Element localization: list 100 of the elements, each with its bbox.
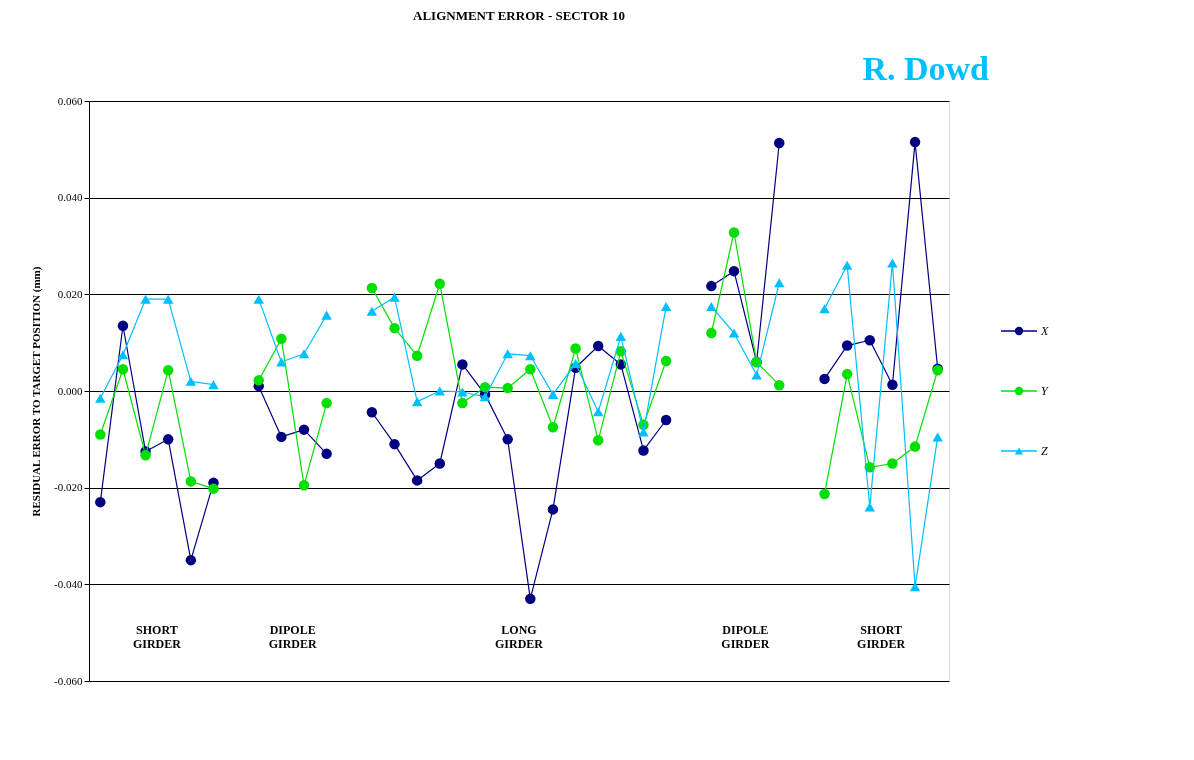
point [864,335,876,346]
point [117,350,129,360]
point [140,450,151,461]
point [208,380,219,390]
legend-label: Y [1041,384,1049,398]
point [162,434,174,445]
point [457,397,468,409]
point [366,282,378,294]
point [819,304,830,314]
point [411,397,423,407]
point [366,407,378,418]
point [841,260,853,270]
point [570,343,581,354]
point [547,504,559,515]
point [660,414,672,426]
point [162,364,174,376]
point [502,434,513,445]
point [253,375,264,386]
point [819,373,830,385]
legend-label: X [1040,324,1049,338]
point [728,265,740,277]
annotation: SHORT GIRDER [857,623,906,651]
point [909,136,921,148]
point [547,422,559,433]
point [185,376,197,386]
y-axis-title: RESIDUAL ERROR TO TARGET POSITION (mm) [30,266,44,517]
point [887,458,898,469]
point [525,351,536,361]
point [95,393,106,403]
point [95,429,106,440]
annotation: DIPOLE GIRDER [268,623,318,651]
point [366,306,378,316]
point [411,350,423,361]
point [162,294,174,304]
legend-label: Z [1041,444,1048,458]
y-tick-label: 0.040 [57,191,83,204]
point [592,407,604,417]
point [864,502,876,512]
point [140,294,151,304]
point [434,278,446,289]
point [185,476,197,487]
annotation: LONG GIRDER [494,623,544,651]
point [638,427,649,437]
point [615,331,627,341]
point [321,448,332,460]
point [502,382,513,394]
point [592,340,604,352]
point [457,359,468,370]
point [841,340,853,351]
point [547,389,559,399]
point [887,258,898,268]
y-tick-label: -0.060 [54,674,83,687]
point [276,431,287,443]
point [525,593,536,605]
point [909,441,921,452]
point [434,386,446,396]
point [728,328,740,338]
point [389,438,400,450]
point [592,435,604,446]
point [706,301,717,311]
point [479,381,491,393]
point [751,370,762,380]
point [185,554,197,566]
point [321,397,332,409]
chart-title: ALIGNMENT ERROR - SECTOR 10 [413,8,625,23]
y-tick-label: 0.000 [57,384,83,397]
text: R. Dowd [862,50,990,87]
y-tick-label: 0.060 [57,94,83,107]
point [706,327,717,339]
point [208,483,219,494]
point [389,292,400,302]
point [660,301,672,311]
point [638,445,649,456]
point [298,349,310,359]
point [570,358,581,368]
y-tick-label: -0.020 [54,481,83,494]
point [321,310,332,320]
point [774,379,785,391]
annotation: DIPOLE GIRDER [721,623,770,651]
point [457,387,468,397]
point [660,355,672,367]
point [909,582,921,592]
point [774,278,785,288]
point [117,364,129,375]
point [525,364,536,375]
point [276,333,287,345]
y-tick-label: -0.040 [54,577,83,590]
point [389,322,400,334]
point [728,227,740,238]
point [95,496,106,508]
point [434,458,446,469]
point [276,357,287,367]
point [502,349,513,359]
point [253,294,264,304]
point [774,137,785,149]
point [298,480,310,491]
point [819,488,830,500]
point [706,280,717,292]
point [887,379,898,390]
annotation: SHORT GIRDER [132,623,182,651]
